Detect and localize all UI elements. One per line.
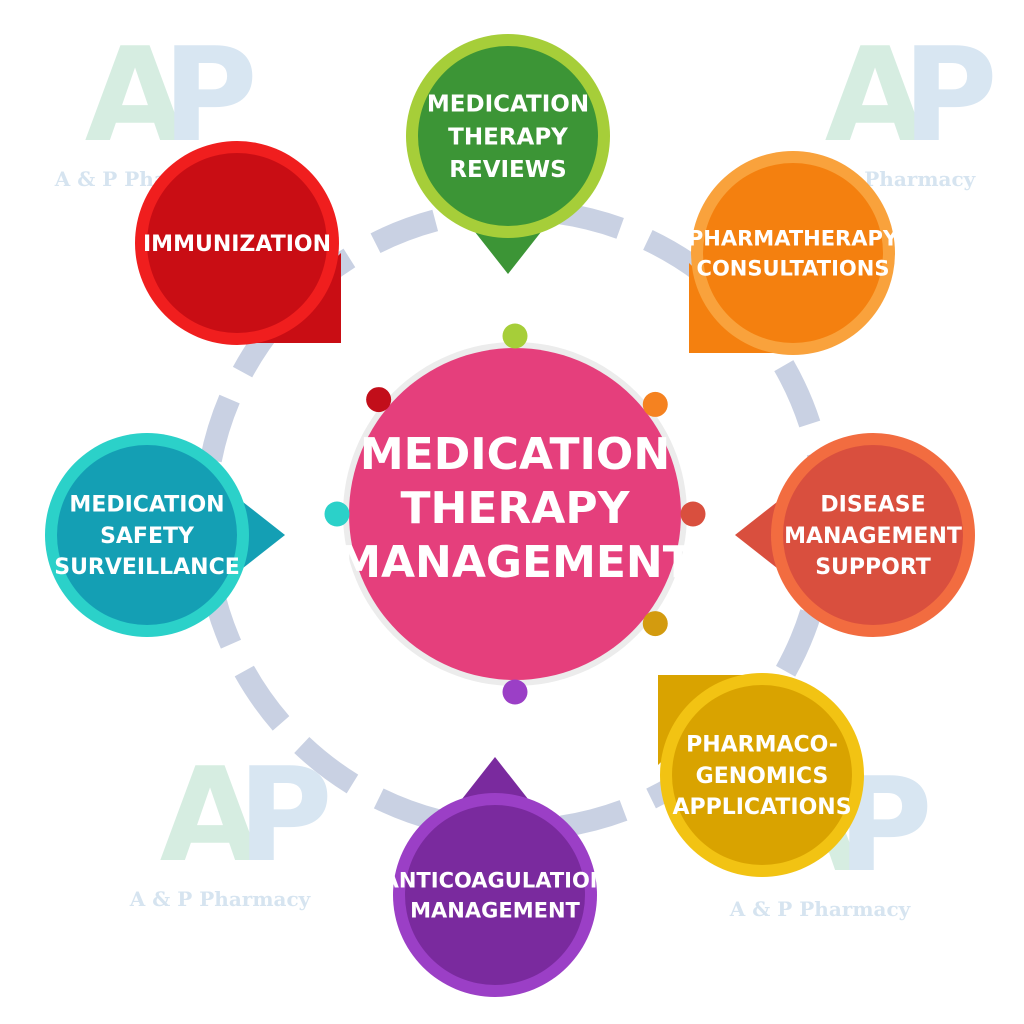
node-medication-safety-surveillance: MEDICATION SAFETY SURVEILLANCE xyxy=(45,433,285,637)
node-label-line: MEDICATION xyxy=(427,92,589,118)
node-disease-management-support: DISEASE MANAGEMENT SUPPORT xyxy=(735,433,975,637)
node-medication-therapy-reviews: MEDICATION THERAPY REVIEWS xyxy=(406,34,610,274)
watermark-text: A & P Pharmacy xyxy=(129,887,312,911)
connector-dot xyxy=(642,611,668,637)
node-inner-circle xyxy=(57,445,237,625)
watermark-letter-a: A xyxy=(160,739,261,891)
node-label-line: SAFETY xyxy=(100,524,195,549)
node-inner-circle xyxy=(783,445,963,625)
node-label-line: APPLICATIONS xyxy=(672,795,851,820)
nodes-layer: MEDICATIONTHERAPYREVIEWSPHARMATHERAPYCON… xyxy=(45,34,975,997)
node-anticoagulation-management: ANTICOAGULATION MANAGEMENT xyxy=(383,757,608,997)
connector-dot xyxy=(502,323,528,349)
node-label-line: ANTICOAGULATION xyxy=(383,869,608,893)
node-label-line: SUPPORT xyxy=(815,555,931,580)
connector-dot xyxy=(502,679,528,705)
node-inner-circle xyxy=(147,153,327,333)
connector-dot xyxy=(366,387,392,413)
center-title-line-3: MANAGEMENT xyxy=(337,537,693,588)
watermark-logo: APA & P Pharmacy xyxy=(794,19,998,191)
connector-dot xyxy=(642,391,668,417)
node-inner-circle xyxy=(672,685,852,865)
watermark-letter-a: A xyxy=(85,19,186,171)
node-label-line: THERAPY xyxy=(448,124,568,150)
node-label-line: REVIEWS xyxy=(449,157,566,183)
center-circle xyxy=(349,348,681,680)
watermark-letter-p: P xyxy=(902,19,997,171)
node-pharmatherapy-consultations: PHARMATHERAPY CONSULTATIONS xyxy=(688,151,899,355)
center-title-line-2: THERAPY xyxy=(401,483,631,534)
node-label-line: SURVEILLANCE xyxy=(54,555,240,580)
connector-dots xyxy=(324,323,706,705)
node-immunization: IMMUNIZATION xyxy=(135,141,341,345)
node-label-line: MANAGEMENT xyxy=(410,898,580,922)
node-label-line: CONSULTATIONS xyxy=(697,256,890,280)
node-label-line: PHARMACO- xyxy=(686,733,838,758)
center-hub: MEDICATION THERAPY MANAGEMENT xyxy=(337,342,693,686)
node-label-line: MANAGEMENT xyxy=(784,524,962,549)
center-title-line-1: MEDICATION xyxy=(360,429,670,480)
connector-dot xyxy=(680,501,706,527)
node-label-line: MEDICATION xyxy=(69,493,224,518)
node-inner-circle xyxy=(418,46,598,226)
watermark-letter-a: A xyxy=(825,19,926,171)
watermark-logo: APA & P Pharmacy xyxy=(54,19,258,191)
watermark-text: A & P Pharmacy xyxy=(729,897,912,921)
node-inner-circle xyxy=(703,163,883,343)
node-label-line: PHARMATHERAPY xyxy=(688,227,899,251)
node-label-line: DISEASE xyxy=(820,493,925,518)
node-label-line: GENOMICS xyxy=(696,764,829,789)
node-label-line: IMMUNIZATION xyxy=(143,232,331,257)
connector-dot xyxy=(324,501,350,527)
watermark-logo: APA & P Pharmacy xyxy=(129,739,333,911)
node-inner-circle xyxy=(405,805,585,985)
node-pharmacogenomics-applications: PHARMACO- GENOMICS APPLICATIONS xyxy=(658,673,864,877)
